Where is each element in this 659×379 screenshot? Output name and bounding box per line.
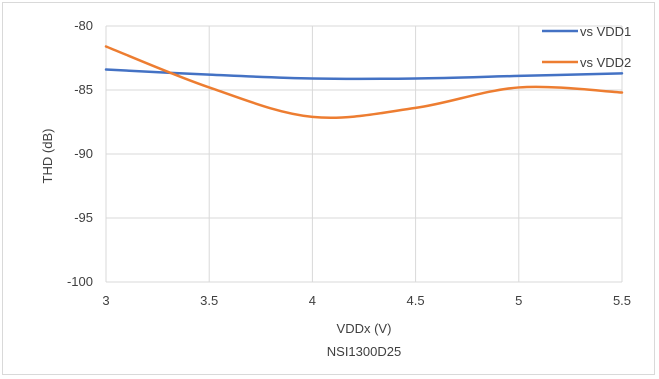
y-tick-label: -80 xyxy=(74,18,93,33)
legend: vs VDD1 vs VDD2 xyxy=(542,24,631,70)
y-tick-label: -95 xyxy=(74,210,93,225)
x-tick-label: 5.5 xyxy=(613,293,631,308)
series-layer xyxy=(104,45,624,119)
chart-area xyxy=(2,2,655,375)
grid-layer xyxy=(105,25,623,283)
x-tick-label: 4.5 xyxy=(407,293,425,308)
legend-label-vdd1: vs VDD1 xyxy=(580,24,631,39)
y-tick-labels: -80 -85 -90 -95 -100 xyxy=(67,18,93,289)
x-axis-title: VDDx (V) xyxy=(337,321,392,336)
chart-subtitle: NSI1300D25 xyxy=(327,344,401,359)
y-tick-label: -100 xyxy=(67,274,93,289)
x-tick-label: 3 xyxy=(102,293,109,308)
x-tick-label: 3.5 xyxy=(200,293,218,308)
y-axis-title: THD (dB) xyxy=(40,129,55,184)
legend-label-vdd2: vs VDD2 xyxy=(580,55,631,70)
series-line-2 xyxy=(104,45,624,119)
y-tick-label: -85 xyxy=(74,82,93,97)
y-tick-label: -90 xyxy=(74,146,93,161)
x-tick-label: 5 xyxy=(515,293,522,308)
x-tick-label: 4 xyxy=(309,293,316,308)
x-tick-labels: 3 3.5 4 4.5 5 5.5 xyxy=(102,293,631,308)
series-line-1 xyxy=(104,68,624,81)
